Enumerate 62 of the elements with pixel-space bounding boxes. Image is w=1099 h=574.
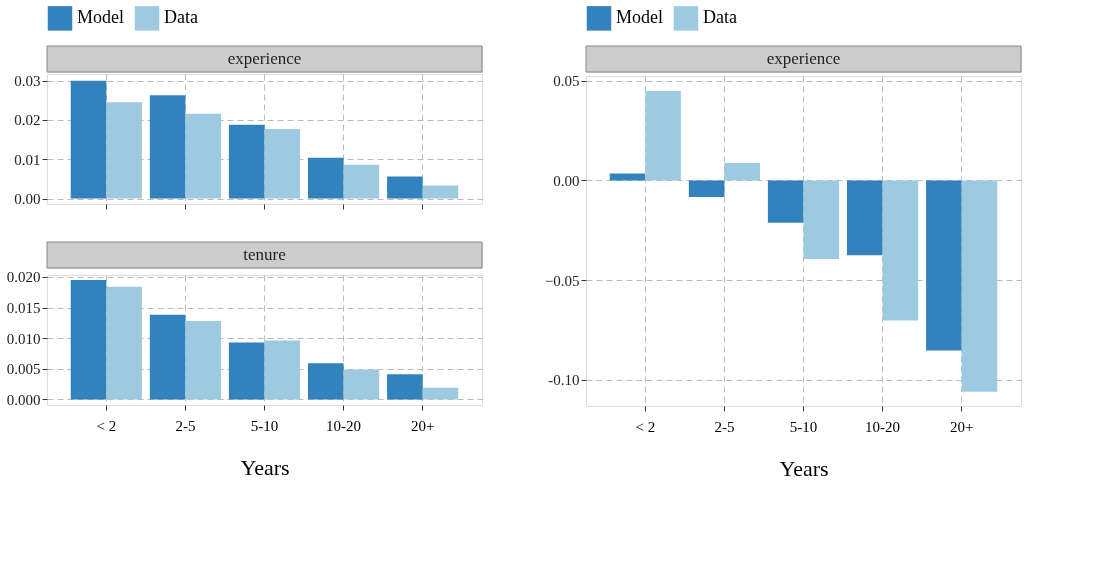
y-tick-label: 0.02 <box>14 112 41 129</box>
x-axis-title: Years <box>240 454 290 480</box>
bar <box>228 342 265 400</box>
bar <box>688 180 725 197</box>
bar <box>961 180 998 392</box>
x-tick-label: 20+ <box>410 417 435 434</box>
bar <box>343 369 380 400</box>
x-tick-label: 10-20 <box>326 417 362 434</box>
bar <box>387 176 423 199</box>
y-tick-label: 0.000 <box>6 391 41 408</box>
bar <box>803 180 840 259</box>
y-tick-label: 0.020 <box>6 269 41 286</box>
x-tick-label: 5-10 <box>789 418 818 435</box>
bar <box>70 80 107 199</box>
bar <box>422 185 459 199</box>
x-tick-label: 10-20 <box>865 418 901 435</box>
y-tick-label: 0.01 <box>14 151 41 168</box>
bar <box>149 95 186 199</box>
x-tick-label: < 2 <box>635 418 656 435</box>
legend-label: Model <box>77 7 124 28</box>
bar <box>70 279 107 400</box>
x-tick-label: 2-5 <box>714 418 735 435</box>
y-tick-label: 0.010 <box>6 330 41 347</box>
bar <box>847 180 883 256</box>
bar <box>308 363 344 400</box>
bar <box>882 180 919 321</box>
bar <box>106 286 142 400</box>
legend-label: Model <box>616 7 663 28</box>
bar <box>308 157 344 199</box>
y-tick-label: 0.015 <box>6 300 41 316</box>
x-tick-label: 20+ <box>949 418 974 435</box>
bar <box>422 387 459 400</box>
bar <box>228 124 265 199</box>
bar <box>185 113 221 199</box>
chart-title: experience <box>766 49 841 68</box>
y-tick-label: -0.10 <box>548 372 580 389</box>
bar <box>767 180 804 223</box>
bar <box>185 320 221 400</box>
y-tick-label: 0.005 <box>6 361 41 378</box>
y-tick-label: 0.00 <box>553 172 580 189</box>
bar <box>149 314 186 400</box>
bar <box>645 90 681 181</box>
bar <box>264 340 301 400</box>
y-tick-label: 0.00 <box>14 191 41 207</box>
y-tick-label: 0.03 <box>14 73 41 90</box>
chart-title: tenure <box>243 245 286 264</box>
bar <box>926 180 962 351</box>
x-tick-label: 2-5 <box>175 417 196 434</box>
x-axis-title: Years <box>779 455 829 481</box>
bar <box>264 128 301 199</box>
y-tick-label: −0.05 <box>544 272 580 289</box>
bar <box>387 374 423 400</box>
chart-title: experience <box>227 49 302 68</box>
bar <box>106 102 142 199</box>
x-tick-label: 5-10 <box>250 417 279 434</box>
legend-label: Data <box>703 7 737 28</box>
bar <box>609 173 646 181</box>
y-tick-label: 0.05 <box>553 73 580 90</box>
x-tick-label: < 2 <box>96 417 117 434</box>
bar <box>724 163 760 181</box>
legend-label: Data <box>164 7 198 28</box>
bar <box>343 164 380 199</box>
